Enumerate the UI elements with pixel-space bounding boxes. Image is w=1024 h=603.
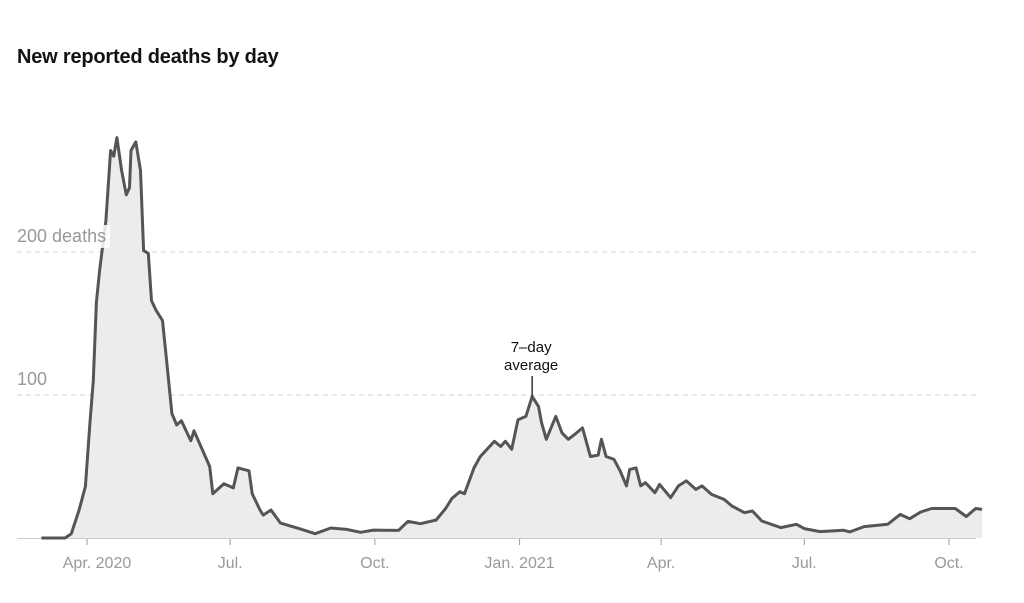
x-tick-label: Jul. <box>218 555 243 572</box>
annotation: 7–day average <box>504 339 558 397</box>
y-tick-label: 100 <box>17 369 47 389</box>
x-tick-label: Apr. <box>647 555 675 572</box>
x-tick-label: Apr. 2020 <box>63 555 132 572</box>
annotation-line2: average <box>504 357 558 374</box>
y-label-background <box>15 368 52 391</box>
x-tick-label: Oct. <box>360 555 389 572</box>
x-tick-label: Jan. 2021 <box>484 555 554 572</box>
annotation-line1: 7–day <box>511 339 552 356</box>
y-label-background <box>15 225 111 248</box>
y-tick-label: 200 deaths <box>17 226 106 246</box>
seven-day-average-line <box>41 136 983 540</box>
x-tick-label: Jul. <box>792 555 817 572</box>
area-fill <box>41 137 982 538</box>
chart-title: New reported deaths by day <box>17 46 279 68</box>
x-tick-label: Oct. <box>934 555 963 572</box>
